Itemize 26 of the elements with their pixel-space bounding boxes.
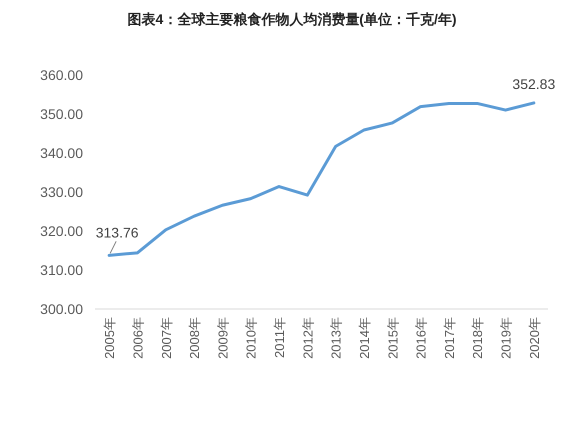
y-tick-label: 310.00 [40,262,84,278]
x-tick-label: 2014年 [356,317,372,359]
x-tick-label: 2020年 [526,317,542,359]
x-tick-label: 2017年 [442,317,457,359]
y-tick-label: 330.00 [40,184,84,200]
x-tick-label: 2011年 [272,317,288,358]
y-tick-label: 320.00 [40,223,84,239]
y-tick-label: 360.00 [40,67,84,83]
x-tick-label: 2013年 [328,317,344,359]
x-tick-label: 2015年 [385,317,400,359]
x-tick-label: 2018年 [470,317,486,359]
x-tick-label: 2006年 [130,317,146,359]
y-tick-label: 300.00 [40,301,84,317]
chart-title: 图表4：全球主要粮食作物人均消费量(单位：千克/年) [128,11,456,27]
x-tick-label: 2016年 [414,317,429,359]
y-tick-label: 340.00 [40,145,84,161]
x-tick-label: 2008年 [187,317,202,359]
x-tick-label: 2005年 [102,317,118,359]
y-tick-label: 350.00 [40,106,84,122]
data-label: 313.76 [96,224,139,240]
x-tick-label: 2019年 [498,317,514,359]
data-label: 352.83 [512,76,556,92]
x-tick-label: 2010年 [244,317,259,359]
x-tick-label: 2007年 [158,317,174,359]
x-tick-label: 2012年 [300,317,316,359]
x-tick-label: 2009年 [215,317,230,359]
